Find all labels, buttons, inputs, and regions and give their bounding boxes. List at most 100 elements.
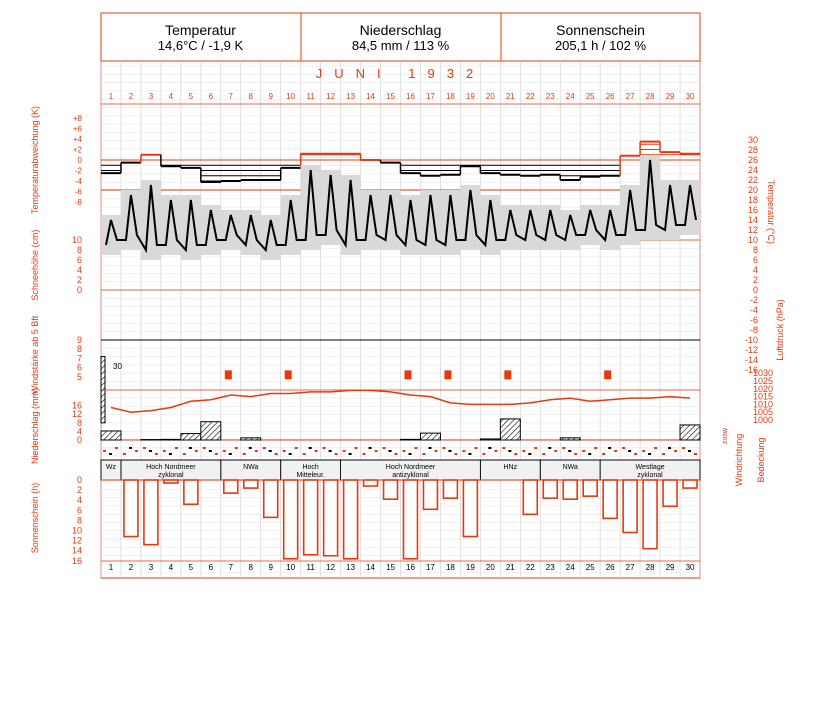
wind-tick: 6: [77, 363, 82, 373]
day-label-top: 4: [169, 92, 174, 101]
precip-tick: 0: [77, 435, 82, 445]
day-label-bottom: 24: [566, 563, 575, 572]
wind-dir-dot: [254, 450, 258, 452]
wind-tick: 7: [77, 353, 82, 363]
day-label-top: 6: [209, 92, 214, 101]
day-label-bottom: 23: [546, 563, 555, 572]
wind-dir-dot: [528, 453, 532, 455]
day-label-bottom: 7: [229, 563, 234, 572]
day-label-top: 20: [486, 92, 495, 101]
wind-dir-dot: [368, 447, 372, 449]
wind-dir-dot: [554, 450, 558, 452]
wind-dir-dot: [394, 453, 398, 455]
pressure-tick: 1000: [753, 415, 773, 425]
sunshine-bar: [183, 479, 199, 506]
weather-type-label: HNz: [504, 464, 518, 471]
weather-type-label: zyklonal: [158, 472, 184, 479]
wind-dir-dot: [494, 450, 498, 452]
day-label-top: 13: [346, 92, 355, 101]
wind-dir-dot: [674, 450, 678, 452]
wind-dir-dot: [374, 450, 378, 452]
wind-dir-dot: [354, 447, 358, 449]
wind-dir-dot: [274, 453, 278, 455]
wind-tick: 8: [77, 344, 82, 354]
day-label-top: 16: [406, 92, 415, 101]
sunshine-bar: [242, 479, 259, 489]
day-label-bottom: 30: [686, 563, 695, 572]
temperature-axis-label: Temperatur (°C): [766, 180, 776, 244]
cloud-cover-label: Bedeckung: [756, 437, 766, 482]
day-label-bottom: 9: [268, 563, 273, 572]
temperature-tick: 12: [748, 225, 758, 235]
precip-tick: 16: [72, 401, 82, 411]
wind-dir-dot: [234, 447, 238, 449]
wind-dir-dot: [628, 450, 632, 452]
temp-dev-tick: -4: [75, 177, 83, 186]
wind-dir-dot: [662, 453, 666, 455]
day-label-bottom: 5: [189, 563, 194, 572]
wind-dir-dot: [682, 447, 686, 449]
sunshine-bar: [282, 479, 299, 560]
wind-dir-dot: [222, 450, 226, 452]
sunshine-tick: 6: [77, 505, 82, 515]
precip-bar: [400, 438, 421, 441]
wind-dir-dot: [408, 453, 412, 455]
wind-dir-dot: [334, 453, 338, 455]
wind-direction-label: Windrichtung: [734, 434, 744, 487]
day-label-top: 7: [229, 92, 234, 101]
sunshine-tick: 2: [77, 485, 82, 495]
wind-dir-dot: [362, 453, 366, 455]
sunshine-tick: 12: [72, 536, 82, 546]
day-label-top: 29: [666, 92, 675, 101]
wind-mark: [504, 370, 512, 380]
day-label-top: 22: [526, 92, 535, 101]
sunshine-tick: 4: [77, 495, 82, 505]
wind-dir-dot: [414, 447, 418, 449]
precip-bar: [679, 424, 701, 441]
day-label-bottom: 2: [129, 563, 134, 572]
day-label-top: 12: [326, 92, 335, 101]
sunshine-bar: [462, 479, 479, 538]
header-precipitation: Niederschlag 84,5 mm / 113 %: [301, 14, 500, 60]
temp-dev-tick: +4: [73, 135, 83, 144]
snow-tick: 10: [72, 235, 82, 245]
wind-dir-dot: [134, 450, 138, 452]
wind-dir-dot: [388, 450, 392, 452]
wind-dir-dot: [648, 453, 652, 455]
temp-dev-tick: +8: [73, 114, 83, 123]
snow-tick: 2: [77, 275, 82, 285]
weather-type-label: Wz: [106, 464, 117, 471]
wind-axis-label: Windstärke ab 5 Bft: [30, 315, 40, 394]
day-label-bottom: 15: [386, 563, 395, 572]
temperature-line: [105, 159, 697, 254]
temp-dev-tick: -8: [75, 198, 83, 207]
temperature-tick: -14: [745, 355, 758, 365]
temperature-tick: -8: [750, 325, 758, 335]
temperature-tick: 20: [748, 185, 758, 195]
day-label-bottom: 4: [169, 563, 174, 572]
temperature-tick: -10: [745, 335, 758, 345]
wind-dir-dot: [202, 447, 206, 449]
wind-dir-dot: [382, 447, 386, 449]
day-label-top: 1: [109, 92, 114, 101]
day-label-bottom: 13: [346, 563, 355, 572]
wind-dir-dot: [468, 453, 472, 455]
wind-dir-dot: [174, 447, 178, 449]
temperature-tick: 16: [748, 205, 758, 215]
sunshine-axis-label: Sonnenschein (h): [30, 483, 40, 554]
header-precipitation-title: Niederschlag: [359, 22, 442, 38]
precip-bar: [419, 432, 441, 441]
wind-dir-dot: [168, 453, 172, 455]
precip-bar: [479, 438, 501, 441]
wind-dir-dot: [574, 453, 578, 455]
day-label-top: 11: [306, 92, 315, 101]
day-label-bottom: 29: [666, 563, 675, 572]
day-label-top: 23: [546, 92, 555, 101]
day-label-bottom: 3: [149, 563, 154, 572]
wind-dir-dot: [103, 450, 106, 452]
wind-dir-dot: [308, 447, 312, 449]
day-label-bottom: 16: [406, 563, 415, 572]
snow-axis-label: Schneehöhe (cm): [30, 229, 40, 300]
temperature-tick: 2: [753, 275, 758, 285]
sunshine-bar: [622, 479, 638, 534]
